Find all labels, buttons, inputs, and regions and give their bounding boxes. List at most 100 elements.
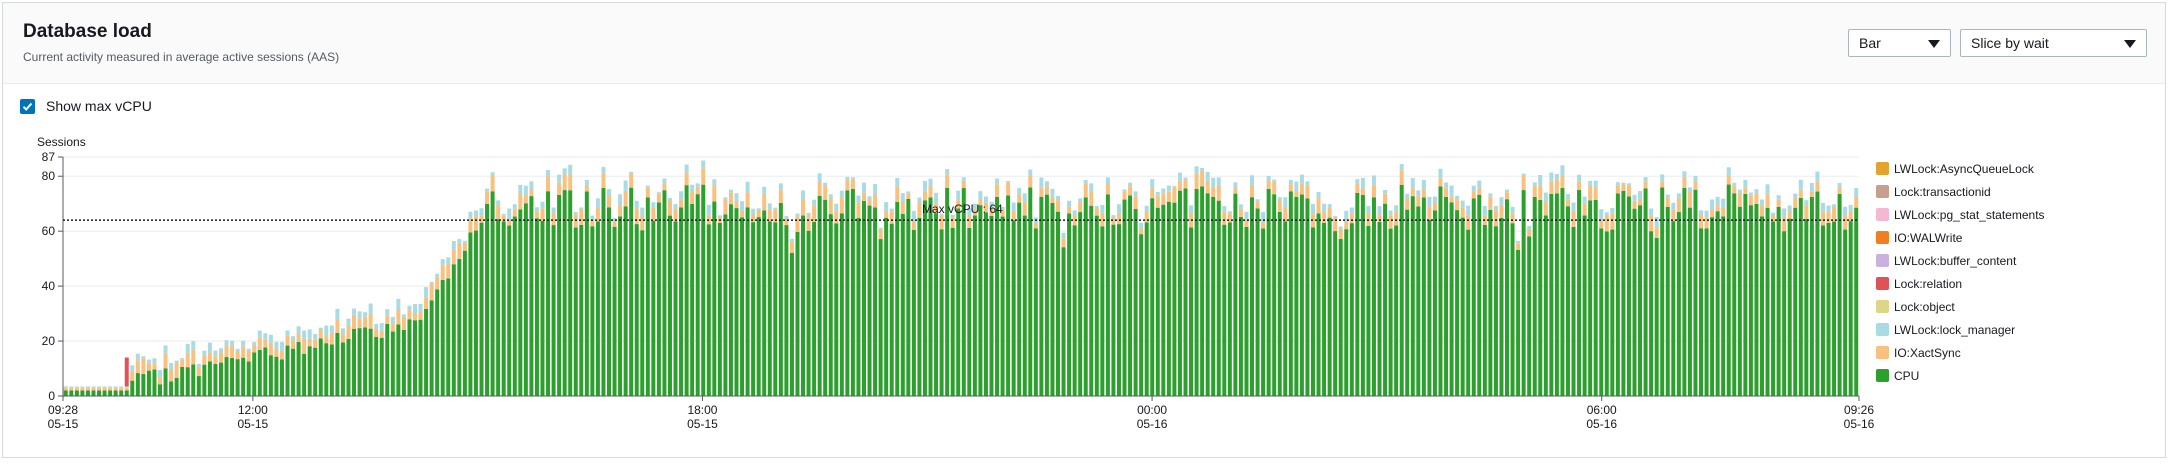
bar-segment: [335, 319, 340, 333]
bar-segment: [723, 199, 728, 215]
page-title: Database load: [23, 21, 152, 42]
bar-segment: [1771, 221, 1776, 396]
x-tick-date-label: 05-15: [48, 417, 79, 431]
bar-segment: [1843, 206, 1848, 217]
bar-segment: [1532, 185, 1537, 197]
bar-segment: [1582, 196, 1587, 204]
bar-segment: [983, 196, 988, 203]
bar-segment: [451, 264, 456, 396]
bar-segment: [1665, 206, 1670, 396]
bar-segment: [784, 225, 789, 396]
slice-by-select[interactable]: Slice by wait: [1960, 29, 2147, 57]
bar-segment: [911, 211, 916, 222]
bar-segment: [717, 215, 722, 218]
bar-segment: [268, 342, 273, 356]
bar-segment: [1804, 218, 1809, 396]
bar-segment: [1699, 214, 1704, 229]
bar-segment: [457, 243, 462, 259]
x-tick-date-label: 05-15: [687, 417, 718, 431]
bar-segment: [1704, 228, 1709, 396]
bar-segment: [1687, 207, 1692, 396]
bar-segment: [1820, 202, 1825, 212]
bar-segment: [784, 218, 789, 226]
bar-segment: [1776, 199, 1781, 207]
bar-segment: [1050, 188, 1055, 198]
bar-segment: [895, 186, 900, 202]
bar-segment: [302, 330, 307, 339]
bar-segment: [972, 209, 977, 216]
bar-segment: [1682, 171, 1687, 177]
bar-segment: [313, 339, 318, 348]
bar-segment: [1177, 190, 1182, 396]
bar-segment: [773, 209, 778, 223]
bar-segment: [789, 252, 794, 396]
bar-segment: [1804, 200, 1809, 206]
bar-segment: [850, 179, 855, 189]
bar-segment: [1798, 197, 1803, 396]
bar-segment: [845, 190, 850, 396]
bar-segment: [235, 348, 240, 352]
bar-segment: [462, 240, 467, 243]
chart-type-select[interactable]: Bar: [1848, 29, 1951, 57]
bar-segment: [1493, 210, 1498, 227]
bar-segment: [540, 208, 545, 221]
bar-segment: [529, 196, 534, 396]
bar-segment: [374, 336, 379, 396]
bar-segment: [1150, 179, 1155, 189]
bar-segment: [91, 390, 96, 396]
bar-segment: [318, 329, 323, 339]
bar-segment: [1388, 228, 1393, 396]
bar-segment: [1565, 194, 1570, 200]
bar-segment: [1061, 238, 1066, 248]
bar-segment: [285, 330, 290, 336]
bar-segment: [939, 213, 944, 216]
show-max-vcpu-checkbox[interactable]: [20, 99, 35, 114]
bar-segment: [390, 324, 395, 332]
bar-segment: [684, 164, 689, 173]
bar-segment: [1383, 193, 1388, 204]
bar-segment: [995, 178, 1000, 185]
bar-segment: [1837, 187, 1842, 194]
bar-segment: [1527, 236, 1532, 396]
bar-segment: [956, 208, 961, 396]
bar-segment: [773, 207, 778, 210]
bar-segment: [634, 208, 639, 225]
bar-segment: [1383, 203, 1388, 396]
bar-segment: [1349, 207, 1354, 214]
bar-segment: [983, 212, 988, 396]
bar-segment: [917, 197, 922, 203]
bar-segment: [1205, 181, 1210, 194]
bar-segment: [141, 358, 146, 374]
bar-segment: [1022, 201, 1027, 216]
bar-segment: [490, 174, 495, 192]
bar-segment: [130, 371, 135, 381]
bar-segment: [252, 342, 257, 345]
chevron-down-icon: [1928, 40, 1940, 48]
bar-segment: [1444, 188, 1449, 197]
bar-segment: [740, 210, 745, 218]
bar-segment: [379, 330, 384, 338]
bar-segment: [1809, 182, 1814, 192]
bar-segment: [396, 324, 401, 396]
bar-segment: [723, 197, 728, 200]
bar-segment: [302, 338, 307, 354]
bar-segment: [645, 187, 650, 198]
legend-swatch: [1876, 162, 1889, 175]
bar-segment: [1538, 199, 1543, 396]
bar-segment: [1288, 191, 1293, 396]
bar-segment: [141, 356, 146, 359]
bar-segment: [401, 329, 406, 396]
bar-segment: [895, 201, 900, 396]
bar-segment: [568, 190, 573, 396]
bar-segment: [601, 173, 606, 188]
bar-segment: [1510, 213, 1515, 224]
bar-segment: [1155, 191, 1160, 196]
bar-segment: [440, 266, 445, 280]
bar-segment: [1377, 206, 1382, 215]
bar-segment: [679, 199, 684, 208]
bar-segment: [1776, 195, 1781, 200]
bar-segment: [1776, 206, 1781, 396]
bar-segment: [279, 350, 284, 360]
bar-segment: [1820, 225, 1825, 396]
bar-segment: [1737, 192, 1742, 207]
